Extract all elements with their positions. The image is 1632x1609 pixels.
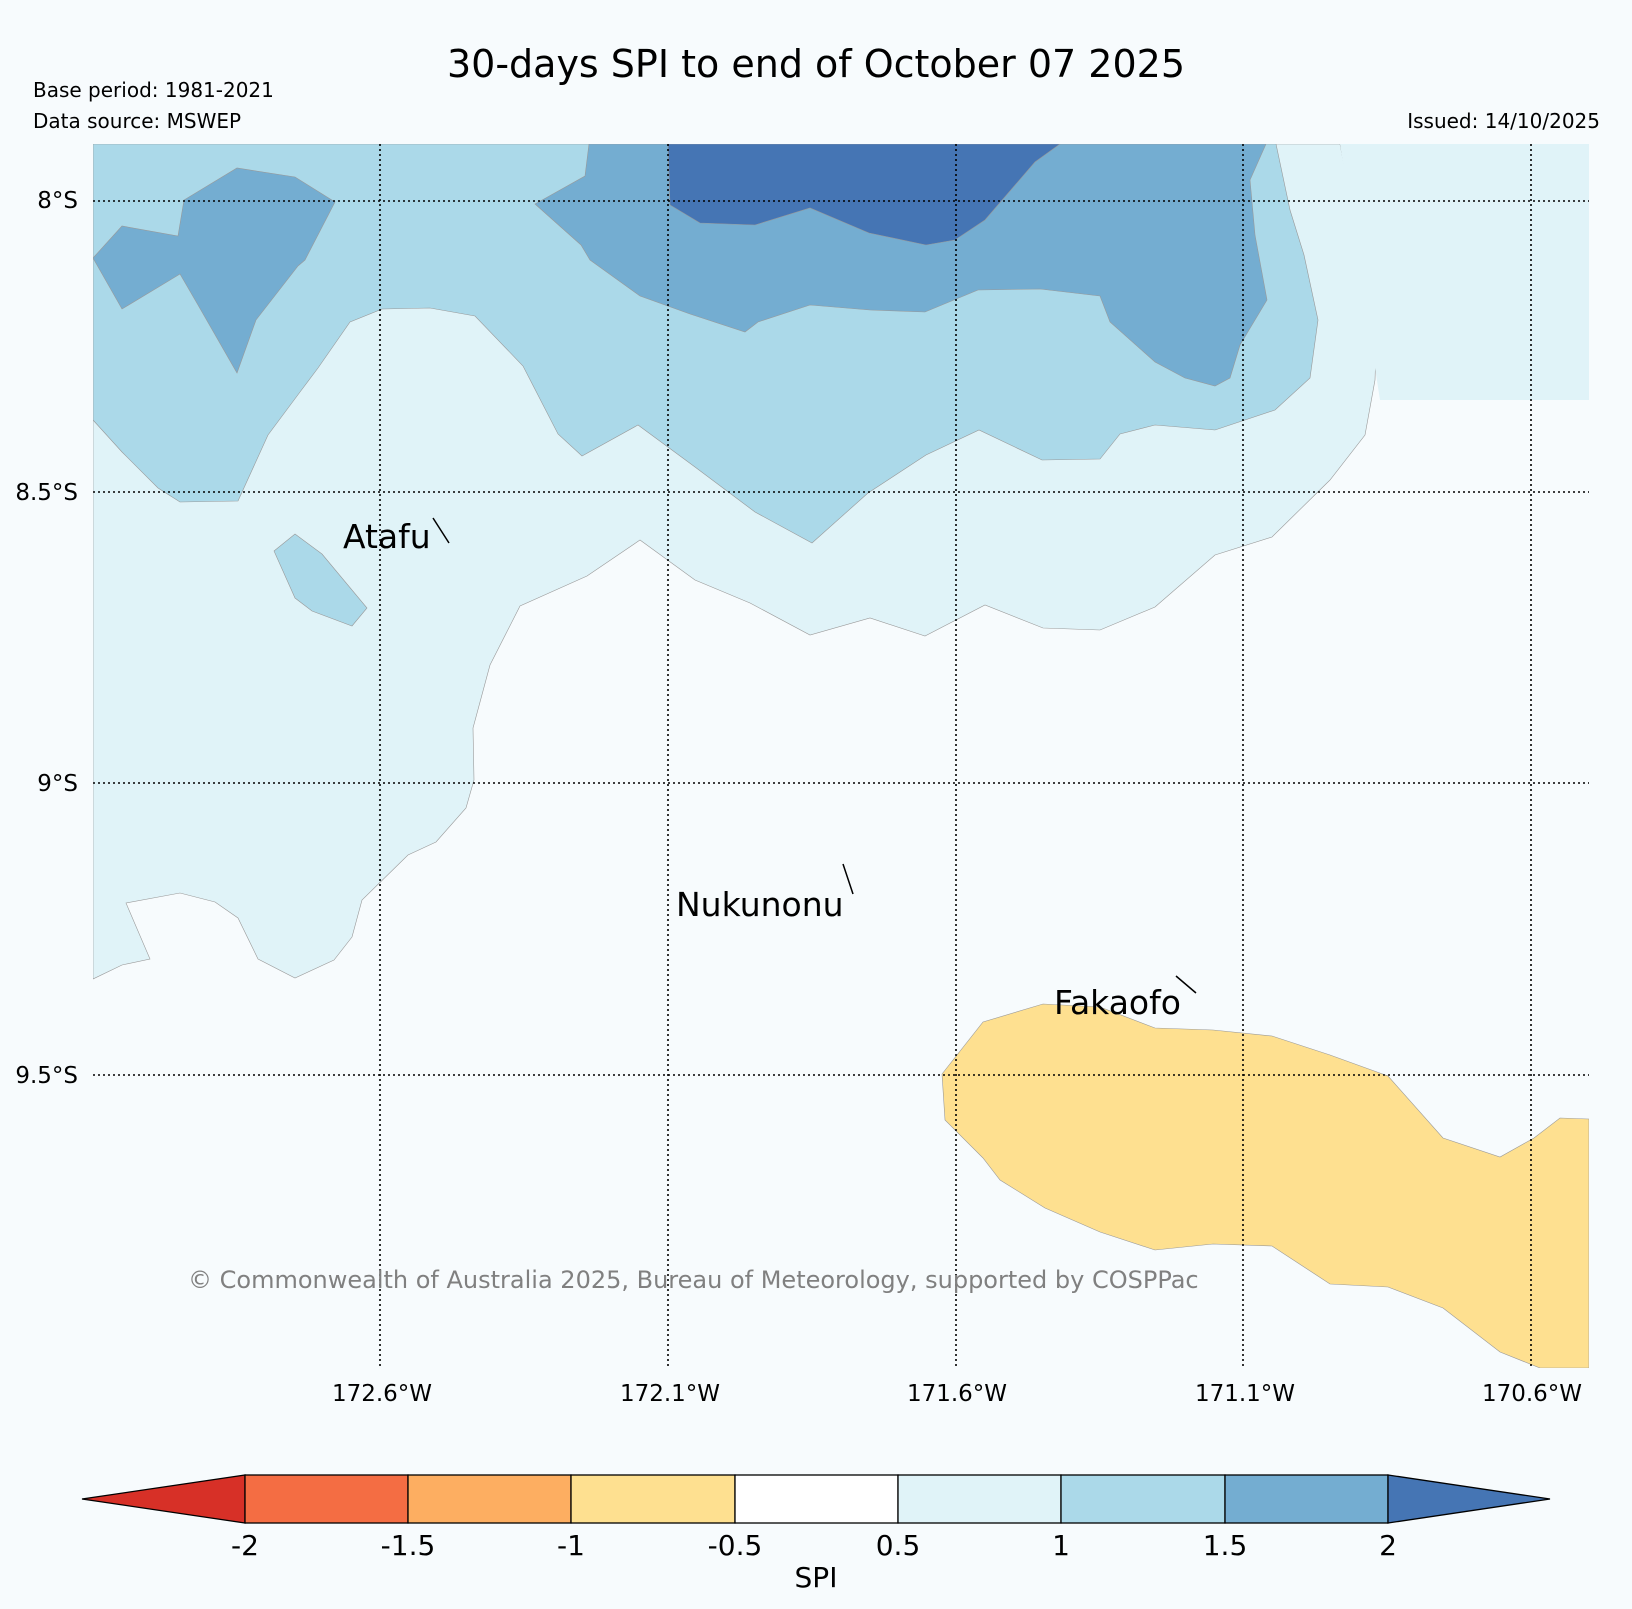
lon-label: 172.1°W [620, 1381, 720, 1407]
colorbar-ticks: -2 -1.5 -1 -0.5 0.5 1 1.5 2 [231, 1529, 1397, 1562]
contour-spi-minus-1-minus-0-5 [941, 1003, 1589, 1368]
colorbar-tick: 1.5 [1203, 1529, 1248, 1562]
colorbar-tick: 0.5 [876, 1529, 921, 1562]
colorbar-tick: 1 [1052, 1529, 1070, 1562]
data-source: Data source: MSWEP [33, 109, 242, 133]
lon-labels: 172.6°W 172.1°W 171.6°W 171.1°W 170.6°W [332, 1381, 1582, 1407]
place-label-nukunonu: Nukunonu [676, 885, 844, 924]
colorbar-tick: -2 [231, 1529, 259, 1562]
copyright-notice: © Commonwealth of Australia 2025, Bureau… [188, 1266, 1199, 1294]
lon-label: 170.6°W [1482, 1381, 1582, 1407]
place-names: Atafu Nukunonu Fakaofo [343, 517, 1181, 1022]
contour-spi-above-2 [667, 144, 1061, 246]
colorbar-bin [407, 1474, 572, 1524]
map-title: 30-days SPI to end of October 07 2025 [446, 42, 1186, 86]
lon-label: 172.6°W [332, 1381, 432, 1407]
lat-label: 8.5°S [15, 480, 78, 506]
colorbar-tick: -1.5 [381, 1529, 436, 1562]
lat-labels: 8°S 8.5°S 9°S 9.5°S [15, 188, 78, 1089]
colorbar [81, 1474, 1551, 1524]
colorbar-tick: 2 [1379, 1529, 1397, 1562]
colorbar-bin [244, 1474, 409, 1524]
atafu-island-shape [432, 517, 450, 544]
island-outlines [432, 517, 1197, 994]
colorbar-bin [570, 1474, 736, 1524]
colorbar-extend-low [81, 1474, 246, 1524]
colorbar-bin [1060, 1474, 1226, 1524]
lon-label: 171.6°W [907, 1381, 1007, 1407]
nukunonu-island-shape [842, 863, 854, 895]
colorbar-bin [1224, 1474, 1389, 1524]
fakaofo-island-shape [1175, 975, 1197, 994]
contour-spi-1-1-5-atafu [273, 533, 368, 627]
colorbar-extend-high [1387, 1474, 1551, 1524]
base-period: Base period: 1981-2021 [33, 78, 274, 102]
colorbar-tick: -0.5 [708, 1529, 763, 1562]
spi-contours [93, 144, 1589, 1368]
contour-spi-0-5-1-east [1340, 144, 1589, 400]
lat-label: 9°S [37, 771, 78, 797]
issued-date: Issued: 14/10/2025 [1407, 109, 1600, 133]
colorbar-bin [897, 1474, 1062, 1524]
graticule [93, 144, 1589, 1368]
colorbar-bin [734, 1474, 899, 1524]
lat-label: 8°S [37, 188, 78, 214]
lat-label: 9.5°S [15, 1063, 78, 1089]
lon-label: 171.1°W [1195, 1381, 1295, 1407]
place-label-atafu: Atafu [343, 517, 431, 556]
colorbar-tick: -1 [557, 1529, 585, 1562]
place-label-fakaofo: Fakaofo [1054, 983, 1181, 1022]
contour-spi-1-5-2-northwest [93, 167, 336, 374]
colorbar-label: SPI [795, 1561, 838, 1594]
